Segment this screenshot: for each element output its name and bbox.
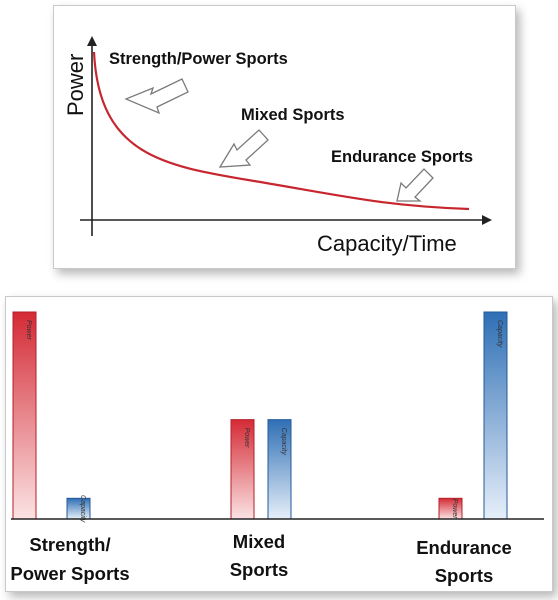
category-label-1-line-1: Sports xyxy=(230,559,289,580)
category-label-1-line-0: Mixed xyxy=(233,531,285,552)
endurance-sports-label: Endurance Sports xyxy=(331,148,473,166)
bar-series-label-power-1: Power xyxy=(243,428,250,449)
category-labels: Strength/Power Sports Mixed Sports Enduranc… xyxy=(10,531,511,586)
bar-series-label-capacity-0: Capacity xyxy=(79,495,86,523)
x-axis-label: Capacity/Time xyxy=(317,231,457,256)
bars-group: Power Capacity Power Capacity Power Capacity xyxy=(12,311,508,523)
power-capacity-diagram: Power Capacity/Time Strength/Power Sport… xyxy=(63,36,492,256)
bar-chart-panel: Power Capacity Power Capacity Power Capacity … xyxy=(5,296,553,592)
bar-series-label-power-2: Power xyxy=(451,499,458,520)
mixed-sports-label: Mixed Sports xyxy=(241,106,345,124)
endurance-arrow xyxy=(396,168,434,202)
mixed-arrow xyxy=(218,129,269,168)
bar-power-0 xyxy=(12,311,37,520)
category-label-0-line-0: Strength/ xyxy=(29,534,110,555)
strength-power-sports-label: Strength/Power Sports xyxy=(109,50,288,68)
category-label-0-line-1: Power Sports xyxy=(10,563,129,584)
category-label-2-line-1: Sports xyxy=(435,565,494,586)
strength-arrow xyxy=(124,78,189,115)
power-capacity-diagram-panel: Power Capacity/Time Strength/Power Sport… xyxy=(53,5,516,269)
y-axis-label: Power xyxy=(63,54,88,116)
bar-series-label-power-0: Power xyxy=(25,320,32,341)
bar-series-label-capacity-2: Capacity xyxy=(496,320,503,348)
category-label-2-line-0: Endurance xyxy=(416,537,512,558)
power-capacity-curve xyxy=(92,51,470,211)
bar-series-label-capacity-1: Capacity xyxy=(280,428,287,456)
